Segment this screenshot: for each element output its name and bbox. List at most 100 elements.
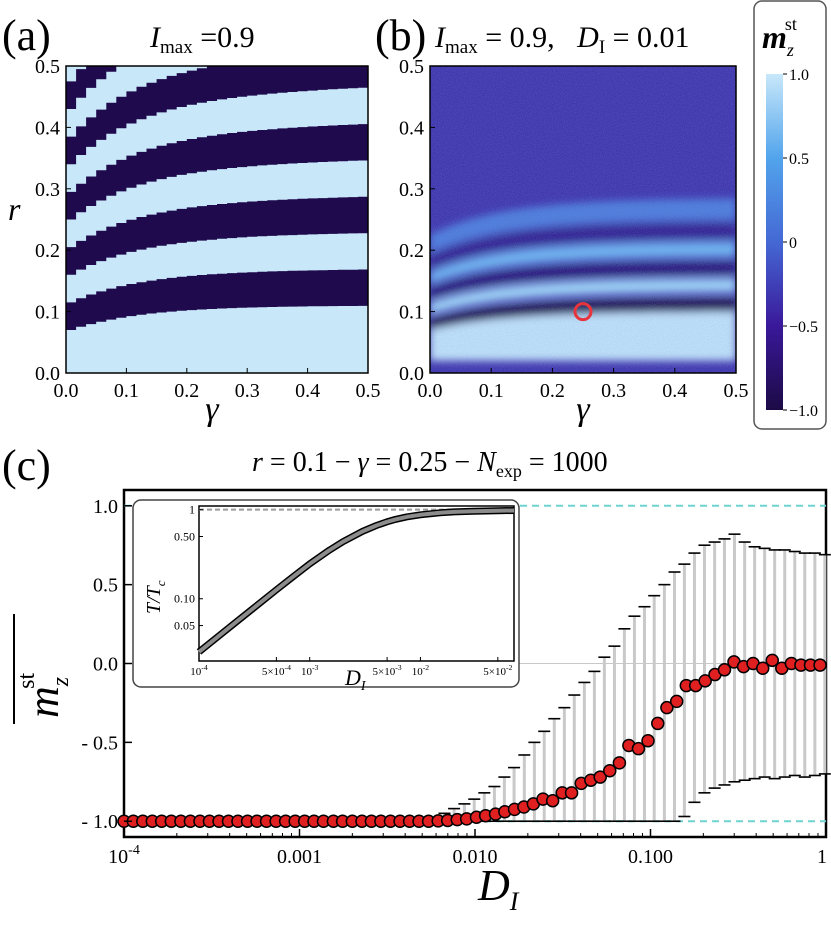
panel-a-frame — [65, 65, 369, 374]
panel-b-ytick-label: 0.1 — [399, 302, 424, 324]
panel-c-axes: 10-4 0.001 0.010 0.100 11.00.50.0- 0.5- 1.0 — [81, 496, 827, 868]
panel-b-ytick-label: 0.2 — [399, 240, 424, 262]
panel-a-ytick-label: 0.4 — [35, 117, 60, 139]
panel-a-ytick-label: 0.3 — [35, 179, 60, 201]
panel-a-xtick-label: 0.2 — [174, 380, 199, 402]
data-point — [660, 700, 674, 715]
panel-a-ytick-label: 0.1 — [35, 302, 60, 324]
inset-curve — [197, 508, 515, 654]
panel-a-xtick-label: 0.4 — [295, 380, 320, 402]
panel-a-label: (a) — [2, 11, 51, 60]
inset-xtick-label-base: 10 — [274, 666, 286, 678]
inset-ytick-label: 0.10 — [174, 592, 195, 606]
data-point — [755, 661, 770, 675]
inset-xlabel: DI — [344, 665, 367, 694]
colorbar-label-sup: st — [785, 14, 797, 34]
colorbar-label-base: m — [762, 19, 787, 55]
panel-b-axes: 0.0 0.1 0.2 0.3 0.4 0.5 0.0 0.1 0.2 0.3 0.4 0.5 — [399, 56, 749, 402]
selected-point-marker — [573, 302, 593, 322]
panel-a-xtick-label: 0.1 — [114, 380, 139, 402]
panel-b-xtick-label: 0.4 — [662, 380, 687, 402]
inset-xtick-label-base: 10 — [495, 666, 507, 678]
data-point — [564, 786, 579, 800]
panel-b-xtick-label: 0.0 — [418, 380, 443, 402]
data-point — [717, 663, 732, 677]
data-point — [612, 756, 627, 770]
panel-c-title: r = 0.1 − γ = 0.25 − Nexp = 1000 — [252, 447, 608, 481]
inset-xtick-label-pre: 5× — [373, 666, 385, 678]
panel-a-stripe — [66, 66, 368, 165]
inset-xtick-label: 10-4 — [190, 663, 208, 678]
inset-ytick-label: 1 — [189, 503, 195, 517]
panel-c-ylabel: mzst — [13, 614, 74, 724]
colorbar-gradient — [766, 74, 783, 410]
inset-xtick-label-exp: -4 — [201, 663, 208, 672]
panel-b-label: (b) — [375, 11, 426, 60]
inset-xtick-label-base: 10 — [190, 666, 202, 678]
inset: 10-4 5×10-4 10-3 5×10-3 10-2 5×10-210.500.100… — [132, 499, 520, 694]
panel-b-xlabel: γ — [576, 391, 591, 428]
panel-a-xtick-label: 0.3 — [235, 380, 260, 402]
panel-b-ytick-label: 0.3 — [399, 179, 424, 201]
panel-b-xtick-label: 0.2 — [540, 380, 565, 402]
data-point — [651, 716, 665, 731]
colorbar-tick-label: −1.0 — [789, 403, 818, 420]
inset-xtick-label-exp: -3 — [395, 663, 402, 672]
panel-b-noise — [430, 66, 736, 373]
colorbar-box — [753, 0, 827, 430]
inset-ylabel: T/Tc — [143, 580, 168, 614]
panel-a-stripe — [66, 66, 117, 109]
svg-text:mzst: mzst — [14, 673, 74, 718]
panel-a-stripe — [66, 123, 368, 220]
panel-a-stripe — [66, 196, 368, 275]
panel-a-title-sub: max — [160, 37, 193, 58]
panel-c-xtick-label-exp: -4 — [128, 843, 140, 858]
inset-xtick-label: 5×10-3 — [373, 663, 402, 678]
colorbar-label: mz st — [762, 14, 797, 60]
data-point — [669, 694, 684, 709]
colorbar-label-sub: z — [786, 40, 794, 60]
inset-ytick-label: 0.05 — [174, 619, 195, 633]
panel-c-title-v1: r — [252, 447, 263, 478]
panel-c-ylabel-base: m — [19, 686, 68, 718]
inset-xlabel-var: D — [344, 665, 361, 690]
panel-c-xtick-label-base: 10 — [108, 846, 128, 868]
panel-b-ytick-label: 0.5 — [399, 56, 424, 78]
panel-c-xtick-label: 10-4 — [108, 843, 140, 868]
inset-ylabel-sub: c — [153, 580, 168, 586]
panel-b-xtick-label: 0.3 — [601, 380, 626, 402]
data-point — [765, 653, 779, 668]
panel-b-title-mid: = 0.9, — [478, 21, 577, 54]
inset-plot — [196, 507, 515, 655]
panel-a-title-rest: =0.9 — [193, 21, 255, 54]
data-point — [545, 793, 560, 808]
data-point — [641, 734, 655, 748]
inset-axes: 10-4 5×10-4 10-3 5×10-3 10-2 5×10-210.500.100… — [174, 503, 513, 678]
panel-b-xtick-label: 0.5 — [724, 380, 749, 402]
inset-xtick-label: 10-2 — [412, 663, 430, 678]
inset-xtick-label-pre: 5× — [483, 666, 495, 678]
panel-c-ytick-label: 0.0 — [93, 654, 118, 676]
panel-c-title-t2: = 0.25 − — [369, 447, 478, 478]
data-point — [813, 658, 827, 672]
inset-xtick-label-base: 10 — [412, 666, 424, 678]
panel-b-heatmap — [429, 65, 737, 374]
inset-xtick-label-exp: -4 — [285, 663, 292, 672]
inset-box — [132, 499, 520, 688]
data-point — [631, 741, 646, 756]
panel-c-title-t1: = 0.1 − — [263, 447, 358, 478]
panel-b-ytick-label: 0.4 — [399, 117, 424, 139]
panel-b-ytick-label: 0.0 — [399, 363, 424, 385]
inset-xtick-label: 5×10-2 — [483, 663, 512, 678]
inset-xtick-label-base: 10 — [301, 666, 313, 678]
panel-a-ytick-label: 0.2 — [35, 240, 60, 262]
panel-b-title-var1: I — [434, 21, 447, 54]
inset-ylabel-text: T/T — [143, 584, 165, 614]
panel-a-stripe — [66, 269, 368, 330]
colorbar-tick-label: 1.0 — [789, 67, 809, 84]
inset-ytick-label: 0.50 — [174, 529, 195, 543]
panel-c-xtick-label: 0.100 — [628, 846, 673, 868]
panel-c-xlabel-sub: I — [509, 887, 520, 916]
data-point — [603, 764, 617, 778]
inset-xtick-label: 5×10-4 — [262, 663, 291, 678]
